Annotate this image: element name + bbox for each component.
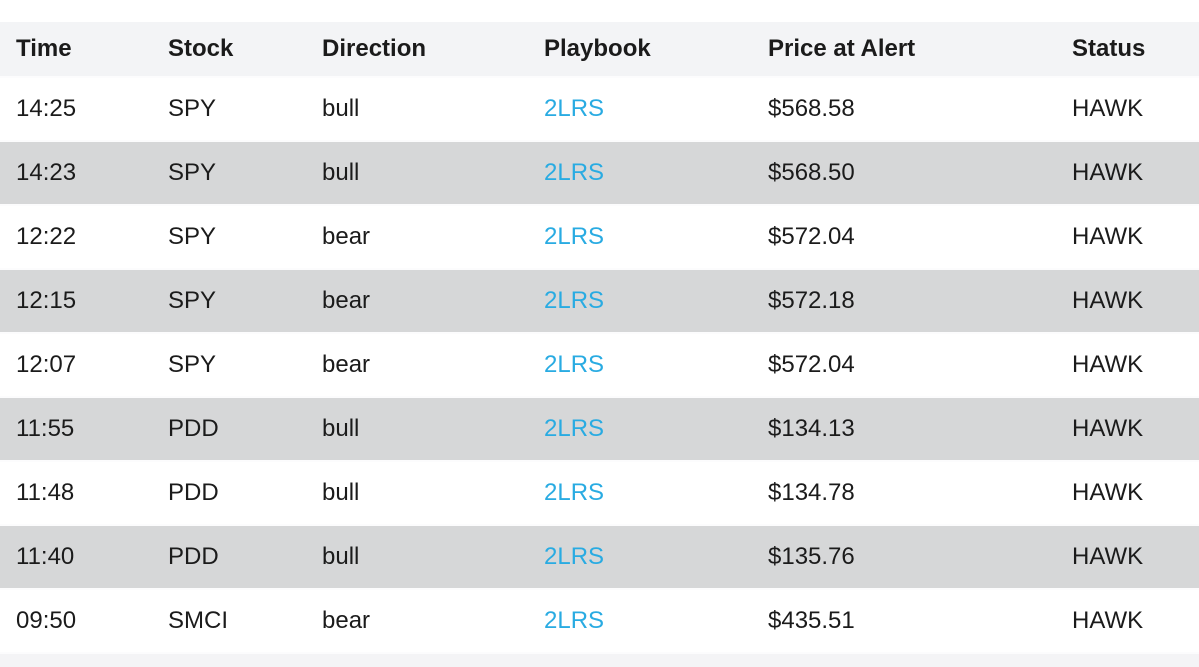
alerts-table-header: Time Stock Direction Playbook Price at A…: [0, 22, 1199, 78]
cell-time: 12:22: [0, 206, 152, 270]
cell-price: $568.58: [752, 78, 1056, 142]
cell-status: HAWK: [1056, 206, 1199, 270]
cell-playbook: 2LRS: [528, 142, 752, 206]
cell-status: HAWK: [1056, 590, 1199, 654]
playbook-link[interactable]: 2LRS: [544, 223, 605, 250]
cell-stock: PDD: [152, 398, 306, 462]
cell-status: HAWK: [1056, 462, 1199, 526]
cell-playbook: 2LRS: [528, 462, 752, 526]
cell-stock: SMCI: [152, 590, 306, 654]
cell-time: 09:50: [0, 590, 152, 654]
cell-direction: bull: [306, 398, 528, 462]
table-row: 12:07 SPY bear 2LRS $572.04 HAWK: [0, 334, 1199, 398]
cell-direction: bull: [306, 78, 528, 142]
cell-status: HAWK: [1056, 270, 1199, 334]
cell-direction: bull: [306, 526, 528, 590]
cell-status: HAWK: [1056, 526, 1199, 590]
table-row: 11:55 PDD bull 2LRS $134.13 HAWK: [0, 398, 1199, 462]
column-header-stock: Stock: [152, 22, 306, 78]
column-header-status: Status: [1056, 22, 1199, 78]
cell-direction: bear: [306, 590, 528, 654]
table-row: 09:50 SMCI bear 2LRS $435.51 HAWK: [0, 590, 1199, 654]
cell-time: 14:23: [0, 142, 152, 206]
cell-playbook: 2LRS: [528, 398, 752, 462]
cell-playbook: 2LRS: [528, 206, 752, 270]
cell-time: 14:25: [0, 78, 152, 142]
table-footer-strip: [0, 654, 1199, 667]
cell-price: $572.18: [752, 270, 1056, 334]
cell-time: 12:07: [0, 334, 152, 398]
cell-price: $435.51: [752, 590, 1056, 654]
playbook-link[interactable]: 2LRS: [544, 607, 605, 634]
playbook-link[interactable]: 2LRS: [544, 287, 605, 314]
column-header-direction: Direction: [306, 22, 528, 78]
cell-price: $134.78: [752, 462, 1056, 526]
cell-price: $572.04: [752, 206, 1056, 270]
cell-direction: bull: [306, 462, 528, 526]
header-row: Time Stock Direction Playbook Price at A…: [0, 22, 1199, 78]
cell-status: HAWK: [1056, 142, 1199, 206]
column-header-price: Price at Alert: [752, 22, 1056, 78]
cell-stock: PDD: [152, 462, 306, 526]
playbook-link[interactable]: 2LRS: [544, 159, 605, 186]
cell-time: 11:48: [0, 462, 152, 526]
table-row: 11:48 PDD bull 2LRS $134.78 HAWK: [0, 462, 1199, 526]
cell-price: $568.50: [752, 142, 1056, 206]
cell-price: $134.13: [752, 398, 1056, 462]
playbook-link[interactable]: 2LRS: [544, 95, 605, 122]
column-header-playbook: Playbook: [528, 22, 752, 78]
cell-stock: SPY: [152, 334, 306, 398]
cell-stock: PDD: [152, 526, 306, 590]
cell-direction: bear: [306, 334, 528, 398]
cell-playbook: 2LRS: [528, 334, 752, 398]
cell-playbook: 2LRS: [528, 78, 752, 142]
table-row: 12:15 SPY bear 2LRS $572.18 HAWK: [0, 270, 1199, 334]
cell-status: HAWK: [1056, 398, 1199, 462]
cell-stock: SPY: [152, 142, 306, 206]
playbook-link[interactable]: 2LRS: [544, 543, 605, 570]
playbook-link[interactable]: 2LRS: [544, 479, 605, 506]
cell-playbook: 2LRS: [528, 526, 752, 590]
cell-stock: SPY: [152, 206, 306, 270]
table-row: 14:23 SPY bull 2LRS $568.50 HAWK: [0, 142, 1199, 206]
cell-direction: bear: [306, 206, 528, 270]
playbook-link[interactable]: 2LRS: [544, 415, 605, 442]
cell-status: HAWK: [1056, 78, 1199, 142]
cell-stock: SPY: [152, 78, 306, 142]
table-row: 12:22 SPY bear 2LRS $572.04 HAWK: [0, 206, 1199, 270]
column-header-time: Time: [0, 22, 152, 78]
cell-time: 12:15: [0, 270, 152, 334]
cell-price: $135.76: [752, 526, 1056, 590]
cell-playbook: 2LRS: [528, 590, 752, 654]
cell-direction: bull: [306, 142, 528, 206]
alerts-table: Time Stock Direction Playbook Price at A…: [0, 22, 1199, 654]
table-row: 11:40 PDD bull 2LRS $135.76 HAWK: [0, 526, 1199, 590]
cell-stock: SPY: [152, 270, 306, 334]
table-row: 14:25 SPY bull 2LRS $568.58 HAWK: [0, 78, 1199, 142]
cell-status: HAWK: [1056, 334, 1199, 398]
alerts-table-body: 14:25 SPY bull 2LRS $568.58 HAWK 14:23 SPY bull 2…: [0, 78, 1199, 654]
cell-direction: bear: [306, 270, 528, 334]
cell-playbook: 2LRS: [528, 270, 752, 334]
cell-price: $572.04: [752, 334, 1056, 398]
cell-time: 11:40: [0, 526, 152, 590]
cell-time: 11:55: [0, 398, 152, 462]
playbook-link[interactable]: 2LRS: [544, 351, 605, 378]
